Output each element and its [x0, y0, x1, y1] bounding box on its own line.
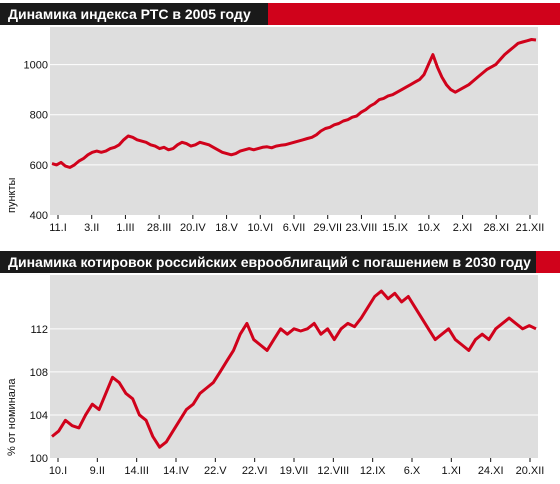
x-tick-label: 22.V: [204, 465, 227, 477]
x-tick-label: 6.VII: [283, 222, 306, 234]
x-tick-label: 3.II: [84, 222, 99, 234]
chart1-gridlines: [50, 64, 538, 166]
x-tick-label: 14.IV: [163, 465, 189, 477]
chart2-plot: 100 104 108 112 10.I 9.II 14.III 14.IV 22.V 22.V…: [6, 275, 545, 477]
x-tick-label: 20.XII: [516, 465, 545, 477]
chart2-y-axis-label: % от номинала: [6, 378, 18, 456]
x-tick-label: 19.VII: [280, 465, 309, 477]
x-tick-label: 12.IX: [360, 465, 386, 477]
chart1-y-axis-label: пункты: [6, 177, 18, 213]
y-tick-label: 104: [30, 410, 48, 422]
y-tick-label: 100: [30, 453, 48, 465]
x-tick-label: 29.VII: [313, 222, 342, 234]
x-tick-label: 6.X: [404, 465, 421, 477]
x-tick-label: 9.II: [90, 465, 105, 477]
chart1-series-line: [51, 38, 537, 169]
x-tick-label: 18.V: [215, 222, 238, 234]
y-tick-label: 1000: [24, 60, 48, 72]
chart2-y-tick-labels: 100 104 108 112: [30, 324, 48, 465]
y-tick-label: 112: [30, 324, 48, 336]
y-tick-label: 400: [30, 210, 48, 222]
chart1-plot: 400 600 800 1000 11.I 3.II 1.III 28.III 20.IV 18…: [6, 27, 544, 234]
x-tick-label: 11.I: [49, 222, 67, 234]
chart1-x-tick-labels: 11.I 3.II 1.III 28.III 20.IV 18.V 10.VI 6.VII 29…: [49, 215, 544, 234]
chart2-title: Динамика котировок российских еврооблига…: [8, 254, 531, 270]
x-tick-label: 1.III: [116, 222, 134, 234]
x-tick-label: 12.VIII: [317, 465, 349, 477]
x-tick-label: 21.XII: [516, 222, 545, 234]
chart1-plot-background: [50, 27, 538, 215]
x-tick-label: 2.XI: [453, 222, 473, 234]
y-tick-label: 108: [30, 367, 48, 379]
x-tick-label: 14.III: [124, 465, 148, 477]
chart1-header-accent: [268, 3, 560, 25]
chart2-header: Динамика котировок российских еврооблига…: [0, 251, 560, 273]
x-tick-label: 28.XI: [483, 222, 509, 234]
x-tick-label: 22.VI: [242, 465, 268, 477]
x-tick-label: 1.XI: [442, 465, 462, 477]
x-tick-label: 28.III: [147, 222, 171, 234]
chart2-series-line: [51, 289, 537, 449]
y-tick-label: 800: [30, 110, 48, 122]
chart1-title: Динамика индекса РТС в 2005 году: [8, 6, 251, 22]
chart1-header: Динамика индекса РТС в 2005 году: [0, 3, 560, 25]
x-tick-label: 15.IX: [382, 222, 408, 234]
chart2-plot-background: [50, 275, 538, 458]
x-tick-label: 20.IV: [180, 222, 206, 234]
x-tick-label: 24.XI: [478, 465, 504, 477]
x-tick-label: 10.I: [49, 465, 67, 477]
chart2-x-tick-labels: 10.I 9.II 14.III 14.IV 22.V 22.VI 19.VII 12.VII…: [49, 458, 545, 477]
chart2-header-accent: [536, 251, 560, 273]
x-tick-label: 23.VIII: [346, 222, 378, 234]
x-tick-label: 10.X: [418, 222, 441, 234]
y-tick-label: 600: [30, 160, 48, 172]
x-tick-label: 10.VI: [247, 222, 273, 234]
chart1-y-tick-labels: 400 600 800 1000: [24, 60, 48, 222]
